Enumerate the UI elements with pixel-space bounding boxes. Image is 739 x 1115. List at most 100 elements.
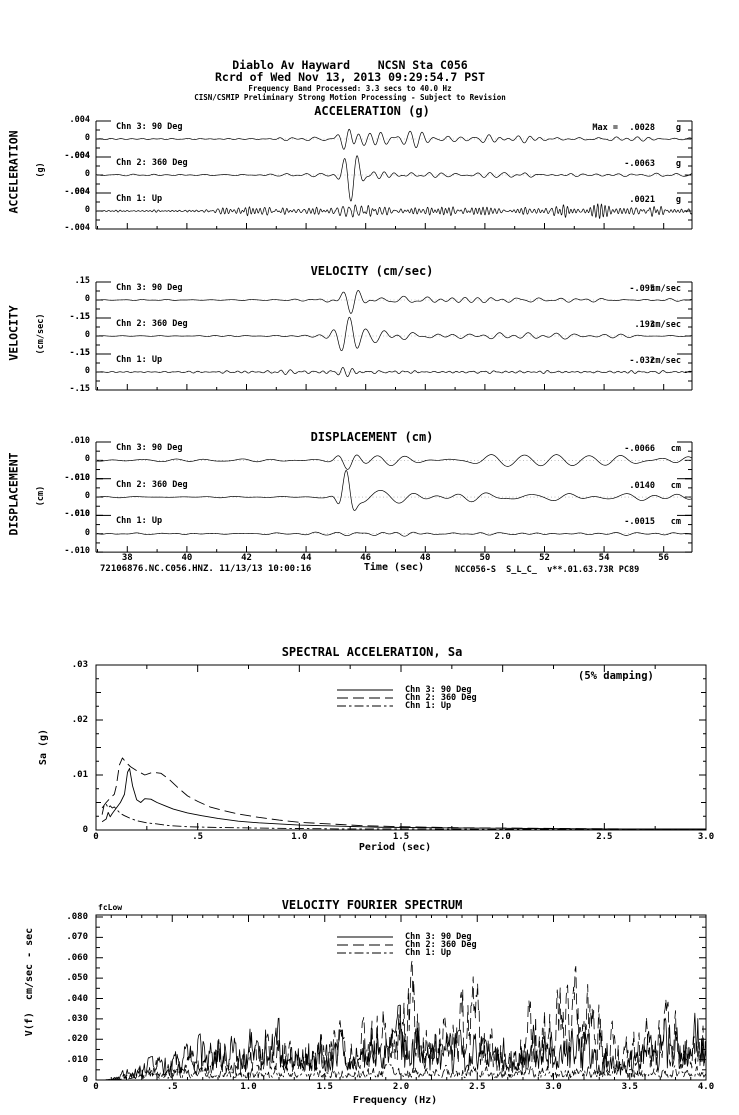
fourier-legend-chn3: Chn 3: 90 Deg <box>405 932 472 942</box>
ytick-label: .010 <box>69 436 90 446</box>
ytick-label: 0 <box>84 169 90 179</box>
spectral-acceleration-title: SPECTRAL ACCELERATION, Sa <box>281 645 463 659</box>
channel-label: Chn 3: 90 Deg <box>116 443 183 453</box>
fclow-marker-label: fcLow <box>98 903 123 912</box>
ytick-label: -.004 <box>64 223 90 233</box>
ytick-label: .15 <box>74 348 90 358</box>
xtick-label: 3.0 <box>545 1082 562 1092</box>
header-record-time: Rcrd of Wed Nov 13, 2013 09:29:54.7 PST <box>214 70 486 84</box>
ytick-label: 0 <box>84 527 90 538</box>
time-tick-label: 46 <box>360 553 372 564</box>
xtick-label: 2.0 <box>392 1082 410 1092</box>
sa-legend-chn1: Chn 1: Up <box>405 701 452 711</box>
ytick-label: .01 <box>71 770 88 780</box>
sa-legend-chn3: Chn 3: 90 Deg <box>405 685 472 695</box>
peak-value: .0021 <box>629 195 655 205</box>
ytick-label: 0 <box>84 366 90 376</box>
time-tick-label: 48 <box>419 553 431 564</box>
xtick-label: 2.5 <box>469 1082 486 1092</box>
displacement-ylabel: DISPLACEMENT <box>6 452 21 536</box>
xtick-label: 4.0 <box>697 1082 715 1092</box>
xtick-label: 1.0 <box>240 1082 257 1092</box>
peak-unit: g <box>675 123 681 133</box>
peak-value: .0140 <box>629 480 655 491</box>
ytick-label: -.010 <box>64 509 90 520</box>
peak-value: -.095 <box>629 284 655 294</box>
xtick-label: 0 <box>93 832 99 842</box>
time-tick-label: 44 <box>300 553 312 564</box>
displacement-ylabel-unit: (cm) <box>35 485 46 507</box>
peak-unit: g <box>675 195 681 205</box>
xtick-label: 1.0 <box>291 832 308 842</box>
peak-unit: cm <box>670 517 681 528</box>
ytick-label: -.004 <box>64 151 90 161</box>
velocity-ylabel: VELOCITY <box>6 305 21 361</box>
peak-prefix: Max = <box>592 123 618 133</box>
time-tick-label: 50 <box>479 553 491 564</box>
ytick-label: 0 <box>84 491 90 502</box>
fourier-legend-chn1: Chn 1: Up <box>405 948 452 958</box>
peak-value: .193 <box>634 320 655 330</box>
ytick-label: 0 <box>84 294 90 304</box>
ytick-label: 0 <box>82 825 88 835</box>
peak-unit: cm <box>670 480 681 491</box>
channel-label: Chn 3: 90 Deg <box>116 283 183 293</box>
ytick-label: .02 <box>71 715 88 725</box>
ytick-label: .050 <box>66 973 88 984</box>
time-tick-label: 56 <box>658 553 670 564</box>
ytick-label: .010 <box>69 509 90 520</box>
ytick-label: .080 <box>66 912 88 922</box>
fourier-legend-chn2: Chn 2: 360 Deg <box>405 940 477 950</box>
fourier-spectrum-title: VELOCITY FOURIER SPECTRUM <box>281 898 463 912</box>
ytick-label: -.004 <box>64 187 90 197</box>
fourier-ylabel: V(f) cm/sec - sec <box>24 927 35 1037</box>
velocity-ylabel-unit: (cm/sec) <box>35 313 46 355</box>
xtick-label: 1.5 <box>316 1082 333 1092</box>
sa-ylabel: Sa (g) <box>38 728 49 766</box>
xtick-label: 0 <box>93 1082 99 1092</box>
record-id-footer: 72106876.NC.C056.HNZ. 11/13/13 10:00:16 <box>100 564 312 574</box>
xtick-label: 3.0 <box>697 832 715 842</box>
ytick-label: 0 <box>84 454 90 465</box>
ytick-label: 0 <box>82 1075 88 1085</box>
ytick-label: -.15 <box>69 348 90 358</box>
channel-label: Chn 1: Up <box>116 516 163 527</box>
peak-unit: cm/sec <box>650 284 681 294</box>
ytick-label: -.15 <box>69 384 90 394</box>
time-tick-label: 54 <box>598 553 610 564</box>
frequency-axis-label: Frequency (Hz) <box>352 1095 438 1106</box>
displacement-title: DISPLACEMENT (cm) <box>310 430 434 444</box>
time-tick-label: 52 <box>539 553 550 564</box>
peak-value: -.0063 <box>624 159 655 169</box>
header-disclaimer: CISN/CSMIP Preliminary Strong Motion Pro… <box>194 93 506 102</box>
xtick-label: 2.5 <box>596 832 613 842</box>
xtick-label: .5 <box>166 1082 178 1092</box>
acceleration-ylabel-unit: (g) <box>35 162 46 178</box>
acceleration-ylabel: ACCELERATION <box>6 130 21 214</box>
peak-unit: g <box>675 159 681 169</box>
xtick-label: 1.5 <box>392 832 410 842</box>
ytick-label: 0 <box>84 330 90 340</box>
ytick-label: .020 <box>66 1034 88 1045</box>
ytick-label: -.010 <box>64 546 90 557</box>
channel-label: Chn 1: Up <box>116 194 163 204</box>
channel-label: Chn 1: Up <box>116 355 163 365</box>
ytick-label: .010 <box>66 1054 88 1065</box>
channel-label: Chn 2: 360 Deg <box>116 319 188 329</box>
xtick-label: .5 <box>192 832 204 842</box>
peak-unit: cm <box>670 444 681 454</box>
time-tick-label: 42 <box>241 553 252 564</box>
processing-version-footer: NCC056-S S_L_C_ v**.01.63.73R PC89 <box>455 565 640 575</box>
peak-value: -.0066 <box>624 444 655 454</box>
ytick-label: -.010 <box>64 472 90 483</box>
ytick-label: .060 <box>66 952 88 963</box>
ytick-label: .030 <box>66 1013 88 1024</box>
damping-annotation: (5% damping) <box>578 670 654 682</box>
ytick-label: .004 <box>69 115 90 125</box>
channel-label: Chn 3: 90 Deg <box>116 122 183 132</box>
ytick-label: .15 <box>74 276 90 286</box>
peak-unit: cm/sec <box>650 320 681 330</box>
xtick-label: 3.5 <box>621 1082 638 1092</box>
